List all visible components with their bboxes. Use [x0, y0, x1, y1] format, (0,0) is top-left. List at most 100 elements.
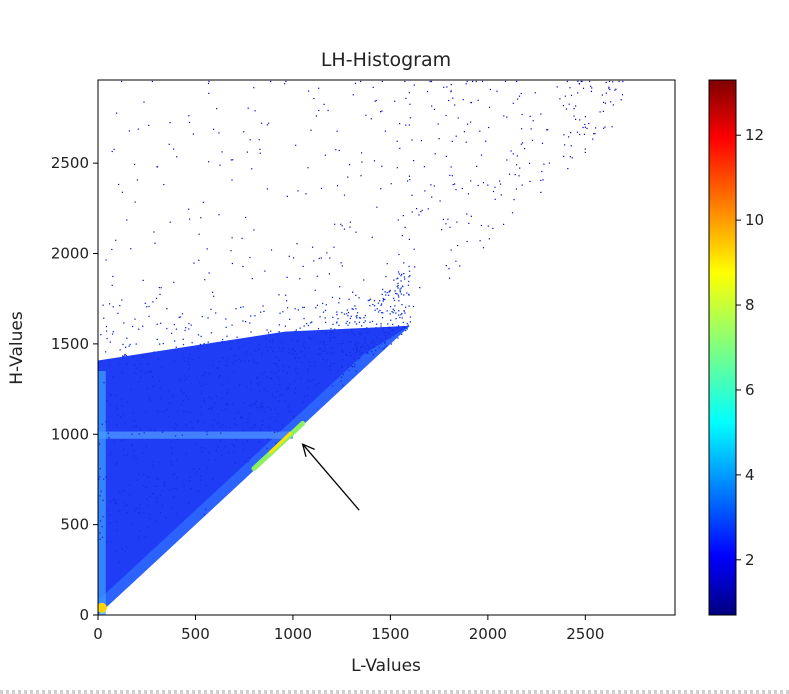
- fringe-point: [146, 475, 148, 477]
- fringe-point: [135, 458, 137, 460]
- fringe-point: [293, 416, 295, 419]
- fringe-point: [234, 462, 236, 464]
- fringe-point: [258, 441, 260, 443]
- outlier-point: [485, 140, 487, 142]
- fringe-point: [384, 341, 386, 343]
- fringe-point: [259, 428, 262, 431]
- fringe-point: [173, 359, 175, 361]
- fringe-point: [188, 502, 190, 505]
- outlier-point: [315, 115, 317, 117]
- fringe-point: [242, 345, 245, 347]
- fringe-point: [310, 322, 312, 324]
- outlier-point: [398, 273, 400, 275]
- fringe-point: [285, 300, 288, 302]
- fringe-point: [124, 505, 126, 507]
- fringe-point: [183, 360, 185, 362]
- fringe-point: [184, 375, 186, 377]
- fringe-point: [105, 476, 107, 478]
- fringe-point: [174, 428, 176, 430]
- fringe-point: [380, 323, 382, 325]
- fringe-point: [116, 550, 118, 553]
- outlier-point: [438, 138, 440, 140]
- fringe-point: [261, 354, 263, 357]
- outlier-point: [530, 128, 532, 130]
- fringe-point: [278, 378, 280, 381]
- outlier-point: [361, 152, 363, 154]
- outlier-point: [266, 124, 268, 126]
- fringe-point: [400, 293, 402, 295]
- fringe-point: [330, 327, 332, 330]
- outlier-point: [296, 243, 298, 245]
- fringe-point: [251, 427, 253, 429]
- fringe-point: [367, 352, 369, 354]
- outlier-point: [212, 291, 214, 293]
- fringe-point: [147, 371, 150, 373]
- outlier-point: [540, 113, 542, 115]
- fringe-point: [340, 343, 342, 345]
- outlier-point: [457, 244, 459, 247]
- fringe-point: [188, 375, 190, 377]
- fringe-point: [163, 485, 166, 487]
- outlier-point: [297, 190, 299, 192]
- fringe-point: [157, 478, 159, 480]
- fringe-point: [355, 308, 357, 310]
- fringe-point: [116, 408, 118, 410]
- outlier-point: [584, 151, 586, 153]
- outlier-point: [206, 248, 208, 250]
- outlier-point: [159, 293, 161, 295]
- fringe-point: [122, 439, 125, 441]
- fringe-point: [184, 379, 186, 382]
- outlier-point: [218, 214, 220, 216]
- outlier-point: [408, 175, 410, 177]
- fringe-point: [246, 386, 248, 388]
- outlier-point: [153, 231, 155, 233]
- outlier-point: [529, 115, 531, 117]
- fringe-point: [292, 349, 294, 351]
- fringe-point: [142, 484, 144, 486]
- fringe-point: [121, 398, 123, 400]
- x-axis-label: L-Values: [351, 656, 421, 676]
- fringe-point: [403, 294, 405, 296]
- fringe-point: [382, 288, 384, 291]
- fringe-point: [322, 340, 324, 342]
- outlier-point: [569, 87, 571, 89]
- fringe-point: [128, 494, 131, 496]
- fringe-point: [325, 321, 327, 324]
- fringe-point: [288, 410, 290, 412]
- fringe-point: [363, 317, 365, 319]
- fringe-point: [336, 322, 338, 324]
- outlier-point: [105, 259, 107, 261]
- fringe-point: [212, 424, 214, 427]
- outlier-point: [328, 273, 330, 275]
- fringe-point: [190, 383, 192, 385]
- outlier-point: [243, 131, 245, 133]
- fringe-point: [332, 336, 334, 338]
- fringe-point: [374, 309, 376, 311]
- fringe-point: [188, 322, 190, 325]
- outlier-point: [492, 227, 494, 229]
- outlier-point: [434, 153, 436, 155]
- fringe-point: [103, 382, 105, 384]
- outlier-point: [599, 111, 601, 113]
- fringe-point: [113, 441, 116, 443]
- outlier-point: [448, 99, 450, 102]
- outlier-point: [284, 325, 286, 327]
- fringe-point: [134, 372, 136, 374]
- fringe-point: [268, 426, 270, 428]
- outlier-point: [373, 160, 376, 162]
- outlier-point: [568, 103, 570, 105]
- fringe-point: [173, 323, 175, 326]
- fringe-point: [196, 471, 199, 473]
- fringe-point: [389, 337, 391, 339]
- outlier-point: [512, 153, 514, 155]
- fringe-point: [274, 431, 276, 433]
- fringe-point: [204, 371, 206, 374]
- outlier-point: [343, 194, 346, 196]
- fringe-point: [389, 289, 391, 292]
- outlier-point: [352, 94, 354, 96]
- outlier-point: [494, 186, 496, 188]
- fringe-point: [189, 476, 191, 478]
- arrow-head: [301, 443, 315, 457]
- outlier-point: [144, 302, 146, 304]
- fringe-point: [382, 300, 384, 302]
